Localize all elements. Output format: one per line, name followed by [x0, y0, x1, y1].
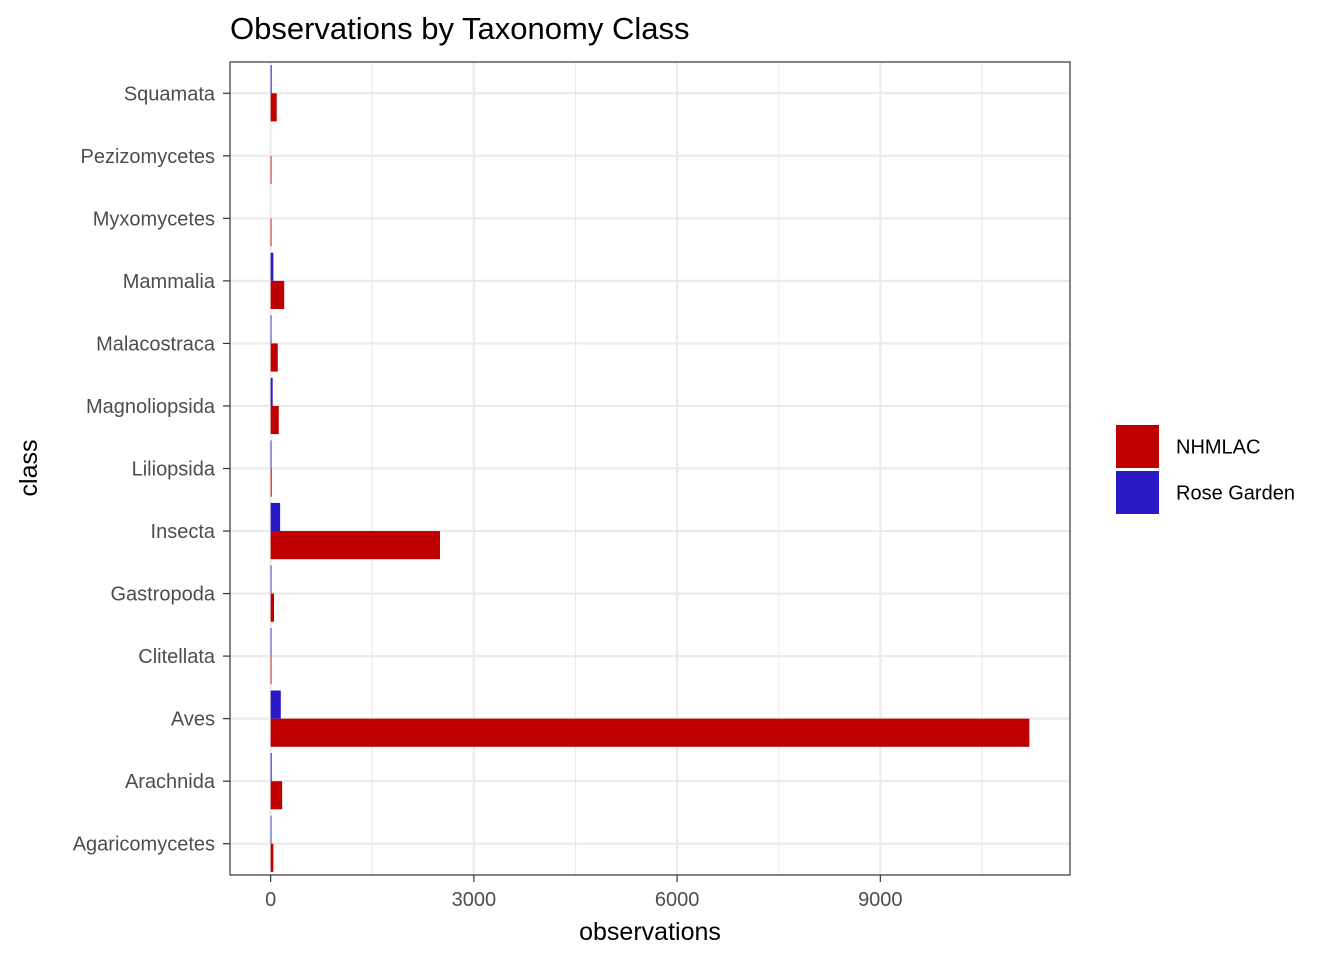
y-tick-label: Aves [171, 709, 215, 731]
bar-rose-garden-aves [270, 690, 281, 719]
bar-nhmlac-liliopsida [270, 468, 272, 497]
bar-rose-garden-insecta [270, 502, 281, 532]
bar-nhmlac-myxomycetes [270, 218, 272, 247]
bar-nhmlac-agaricomycetes [270, 843, 274, 872]
y-tick-label: Agaricomycetes [73, 834, 215, 856]
legend-key-nhmlac [1116, 425, 1159, 468]
bar-nhmlac-pezizomycetes [270, 155, 272, 184]
y-tick-label: Magnoliopsida [86, 396, 216, 418]
bar-rose-garden-gastropoda [270, 565, 272, 594]
axis-layer: Agaricomycetes Arachnida Aves Clitellata Gas… [73, 83, 903, 911]
legend-label: Rose Garden [1176, 483, 1295, 505]
y-tick-label: Insecta [151, 521, 216, 543]
bar-rose-garden-magnoliopsida [270, 377, 273, 406]
bar-nhmlac-clitellata [270, 656, 272, 685]
bar-nhmlac-arachnida [270, 781, 283, 810]
y-tick-label: Arachnida [125, 771, 216, 793]
bar-nhmlac-malacostraca [270, 343, 278, 372]
y-tick-label: Gastropoda [110, 584, 215, 606]
bar-nhmlac-mammalia [270, 280, 285, 310]
bar-nhmlac-magnoliopsida [270, 405, 279, 435]
grid-layer [230, 62, 1070, 875]
y-tick-label: Malacostraca [96, 333, 216, 355]
y-tick-label: Myxomycetes [93, 208, 215, 230]
bar-rose-garden-malacostraca [270, 315, 272, 344]
bar-nhmlac-gastropoda [270, 593, 275, 622]
x-tick-label: 0 [265, 889, 276, 911]
bar-rose-garden-liliopsida [270, 440, 272, 469]
y-tick-label: Mammalia [123, 271, 216, 293]
y-tick-label: Liliopsida [132, 459, 216, 481]
y-tick-label: Pezizomycetes [81, 146, 216, 168]
legend: NHMLAC Rose Garden [1116, 425, 1295, 514]
bar-nhmlac-squamata [270, 93, 277, 122]
bar-rose-garden-squamata [270, 65, 272, 94]
legend-key-rose-garden [1116, 471, 1159, 514]
bar-nhmlac-insecta [270, 531, 440, 560]
legend-label: NHMLAC [1176, 437, 1260, 459]
y-tick-label: Squamata [124, 83, 216, 105]
bar-layer [270, 65, 1030, 872]
bar-rose-garden-agaricomycetes [270, 815, 272, 844]
y-tick-label: Clitellata [138, 646, 216, 668]
bar-nhmlac-aves [270, 718, 1030, 747]
x-tick-label: 9000 [858, 889, 903, 911]
chart-title: Observations by Taxonomy Class [230, 11, 689, 46]
x-axis-title: observations [579, 918, 721, 946]
x-tick-label: 3000 [452, 889, 497, 911]
bar-rose-garden-arachnida [270, 753, 272, 782]
y-axis-title: class [15, 440, 43, 497]
bar-rose-garden-clitellata [270, 627, 272, 657]
bar-rose-garden-mammalia [270, 252, 274, 281]
x-tick-label: 6000 [655, 889, 700, 911]
